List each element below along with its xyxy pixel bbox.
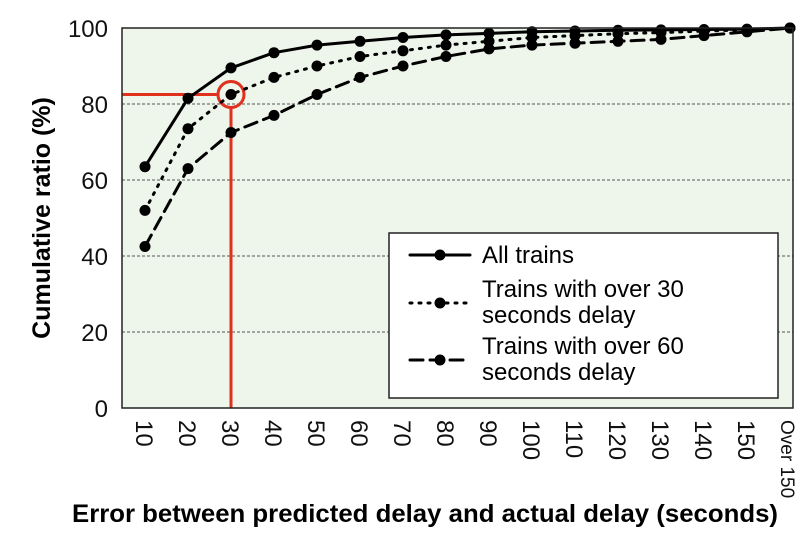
data-point xyxy=(741,26,753,38)
x-tick-label: 70 xyxy=(388,420,415,447)
data-point xyxy=(268,71,280,83)
y-axis-title: Cumulative ratio (%) xyxy=(28,97,56,339)
highlight-marker xyxy=(122,80,246,408)
x-tick-label: 80 xyxy=(431,420,458,447)
x-tick-label: 140 xyxy=(689,420,716,460)
x-tick-label: 120 xyxy=(603,420,630,460)
data-point xyxy=(311,39,323,51)
data-point xyxy=(483,43,495,55)
data-point xyxy=(268,47,280,59)
data-point xyxy=(526,39,538,51)
data-point xyxy=(397,60,409,72)
x-tick-label: 60 xyxy=(345,420,372,447)
data-point xyxy=(225,62,237,74)
data-point xyxy=(397,32,409,43)
data-point xyxy=(397,45,409,57)
data-point xyxy=(354,51,366,62)
x-axis-ticks: 10 20 30 40 50 60 70 80 90 100 110 120 130 140 150 Over… xyxy=(130,420,797,498)
x-tick-label: Over 150 xyxy=(776,420,797,498)
data-point xyxy=(526,32,538,43)
data-point xyxy=(354,35,366,47)
x-tick-label: 150 xyxy=(732,420,759,460)
x-tick-label: 100 xyxy=(517,420,544,460)
series-line xyxy=(143,26,792,248)
legend-marker xyxy=(434,297,446,309)
x-tick-label: 50 xyxy=(302,420,329,447)
x-tick-label: 40 xyxy=(259,420,286,447)
data-point xyxy=(569,30,581,42)
data-point xyxy=(483,35,495,47)
data-point xyxy=(440,51,452,62)
plot-frame xyxy=(121,27,794,409)
highlight-circle xyxy=(216,80,246,109)
data-point xyxy=(311,89,323,100)
data-point xyxy=(311,60,323,72)
series-line xyxy=(143,26,792,212)
y-axis-ticks: 0 20 40 60 80 100 xyxy=(68,16,108,423)
legend-label: Trains with over 30 xyxy=(482,276,684,303)
data-point xyxy=(139,161,151,173)
data-point xyxy=(655,33,667,45)
y-tick-label: 60 xyxy=(81,168,108,195)
data-point xyxy=(182,163,194,175)
y-tick-label: 0 xyxy=(95,396,108,423)
series-1 xyxy=(139,22,796,173)
data-point xyxy=(440,29,452,41)
x-tick-label: 20 xyxy=(173,420,200,447)
legend-label: seconds delay xyxy=(482,302,635,329)
legend-label: All trains xyxy=(482,242,574,269)
legend-marker xyxy=(434,354,446,366)
x-tick-label: 30 xyxy=(216,420,243,447)
legend-marker xyxy=(434,249,446,261)
data-point xyxy=(268,109,280,121)
data-point xyxy=(225,127,237,138)
data-point xyxy=(612,35,624,47)
data-point xyxy=(698,30,710,42)
y-tick-label: 40 xyxy=(81,244,108,271)
x-tick-label: 110 xyxy=(560,420,587,458)
legend-label: seconds delay xyxy=(482,359,635,386)
data-point xyxy=(139,204,151,216)
y-tick-label: 100 xyxy=(68,16,108,43)
legend-label: Trains with over 60 xyxy=(482,333,684,360)
data-point xyxy=(569,37,581,49)
x-tick-label: 10 xyxy=(130,420,157,447)
data-point xyxy=(182,92,194,104)
data-point xyxy=(139,241,151,252)
y-tick-label: 20 xyxy=(81,320,108,347)
x-axis-title: Error between predicted delay and actual… xyxy=(72,500,778,528)
y-tick-label: 80 xyxy=(81,92,108,119)
data-point xyxy=(483,27,495,39)
data-point xyxy=(612,28,624,40)
data-point xyxy=(354,71,366,83)
series-line xyxy=(143,26,792,169)
data-point xyxy=(182,123,194,135)
x-tick-label: 90 xyxy=(474,420,501,447)
x-tick-label: 130 xyxy=(646,420,673,460)
series-3 xyxy=(139,22,796,252)
data-point xyxy=(440,39,452,51)
data-point xyxy=(225,89,237,100)
legend-box xyxy=(388,232,779,399)
